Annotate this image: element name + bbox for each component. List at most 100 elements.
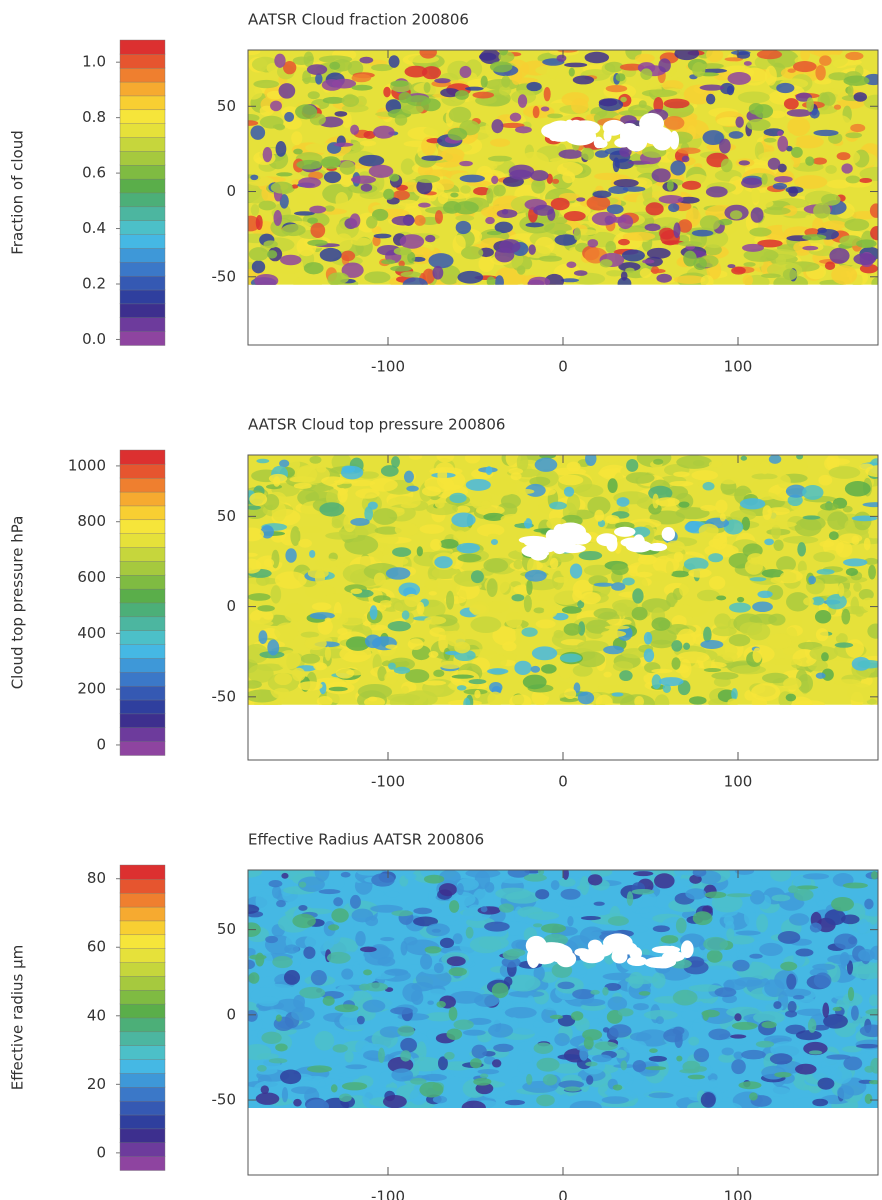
map-region	[564, 623, 581, 636]
map-region	[541, 106, 549, 111]
colorbar-band	[120, 95, 165, 109]
map-texture	[718, 477, 739, 485]
map-region	[319, 889, 341, 894]
colorbar-band	[120, 658, 165, 672]
map-texture	[822, 221, 846, 230]
map-region	[707, 950, 723, 963]
colorbar-band	[120, 990, 165, 1004]
map-texture	[542, 1003, 571, 1010]
map-region	[309, 550, 315, 558]
map-texture	[554, 1033, 569, 1046]
map-texture	[759, 943, 783, 956]
map-region	[401, 503, 418, 508]
colorbar-tick-label: 600	[77, 568, 106, 586]
map-region	[422, 486, 441, 496]
map-nodata	[574, 948, 589, 956]
colorbar-band	[120, 137, 165, 151]
map-nodata	[559, 544, 585, 553]
y-tick-label: 0	[226, 1005, 236, 1023]
map-region	[618, 239, 630, 245]
map-region	[434, 78, 450, 83]
map-region	[446, 631, 466, 647]
map-texture	[314, 1031, 334, 1051]
colorbar-band	[120, 234, 165, 248]
map-region	[632, 607, 648, 621]
map-region	[261, 1085, 269, 1094]
map-texture	[483, 558, 508, 573]
map-region	[619, 670, 632, 681]
map-region	[501, 514, 527, 524]
map-region	[363, 1000, 386, 1013]
map-region	[435, 210, 443, 224]
map-region	[433, 670, 444, 677]
map-region	[683, 643, 690, 650]
map-texture	[768, 614, 785, 626]
map-region	[248, 593, 271, 601]
y-tick-label: 50	[217, 507, 236, 525]
map-region	[394, 247, 412, 255]
map-texture	[395, 496, 411, 503]
map-region	[309, 206, 326, 214]
map-region	[311, 970, 327, 985]
map-texture	[257, 996, 279, 1006]
map-region	[815, 65, 825, 81]
map-region	[664, 99, 690, 109]
map-region	[424, 875, 444, 884]
map-region	[533, 205, 554, 216]
map-region	[395, 523, 419, 537]
map-region	[401, 941, 408, 956]
map-region	[571, 1011, 583, 1021]
map-region	[786, 974, 796, 990]
colorbar-band	[120, 547, 165, 561]
map-region	[627, 891, 633, 906]
map-region	[693, 868, 707, 877]
map-region	[605, 241, 616, 253]
map-region	[256, 215, 263, 230]
map-region	[279, 83, 296, 99]
map-region	[427, 1000, 434, 1004]
map-region	[731, 688, 738, 700]
map-texture	[338, 1031, 349, 1042]
map-texture	[479, 936, 509, 950]
map-region	[581, 916, 601, 920]
map-region	[834, 934, 857, 950]
map-region	[703, 937, 728, 951]
map-region	[816, 673, 826, 679]
map-region	[585, 52, 609, 63]
map-region	[298, 905, 307, 911]
map-region	[447, 1029, 463, 1040]
map-region	[651, 617, 670, 631]
map-region	[622, 250, 645, 262]
map-region	[534, 1042, 554, 1054]
map-texture	[470, 616, 501, 633]
map-texture	[770, 866, 791, 882]
map-region	[342, 95, 359, 107]
map-region	[659, 677, 684, 686]
map-texture	[825, 165, 836, 174]
map-region	[666, 541, 685, 553]
y-tick-label: 50	[217, 97, 236, 115]
colorbar-band	[120, 1115, 165, 1129]
map-region	[274, 54, 285, 68]
map-region	[762, 505, 771, 520]
map-region	[257, 605, 274, 611]
colorbar-band	[120, 948, 165, 962]
map-region	[559, 475, 584, 486]
map-region	[420, 46, 437, 59]
map-texture	[244, 86, 262, 99]
map-texture	[527, 911, 559, 920]
map-region	[651, 266, 659, 274]
map-region	[829, 531, 839, 540]
colorbar-band	[120, 920, 165, 934]
map-region	[470, 1058, 482, 1068]
x-tick-label: 100	[724, 358, 753, 376]
map-region	[271, 182, 293, 194]
colorbar-band	[120, 575, 165, 589]
map-region	[335, 1004, 359, 1012]
map-texture	[260, 984, 295, 997]
map-region	[308, 568, 329, 578]
map-region	[415, 175, 440, 183]
map-region	[524, 874, 547, 882]
map-region	[666, 561, 674, 576]
map-region	[310, 223, 325, 238]
